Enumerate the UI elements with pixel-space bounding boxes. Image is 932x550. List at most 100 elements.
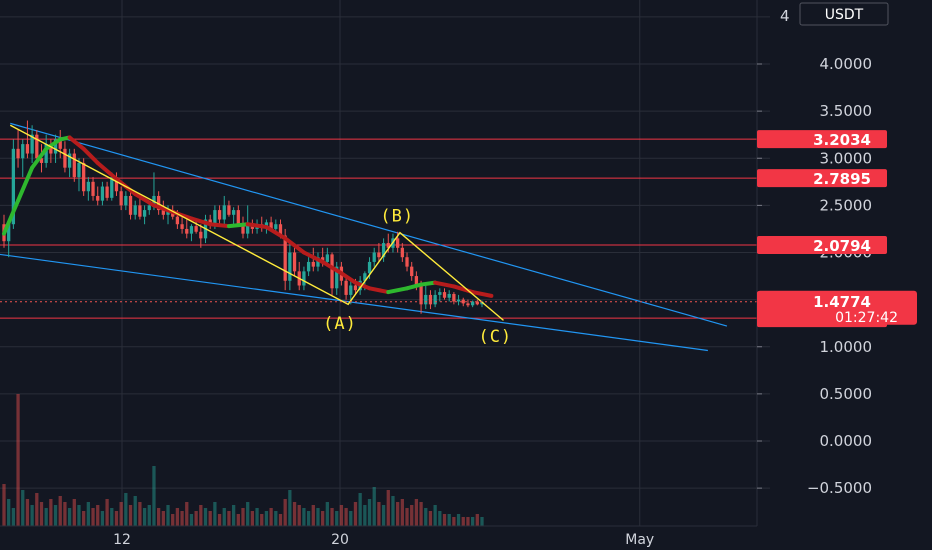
currency-badge-group[interactable]: USDT 4 — [780, 2, 889, 26]
volume-bar — [353, 502, 358, 526]
volume-bar — [44, 508, 48, 526]
ma-segment — [226, 222, 250, 229]
volume-bar — [264, 511, 269, 526]
volume-bar — [213, 502, 217, 526]
candle-body — [138, 205, 142, 217]
volume-bar — [133, 496, 137, 526]
wave-label: (B) — [380, 206, 414, 226]
ma-segment — [433, 280, 456, 289]
candle-body — [372, 252, 376, 262]
candlesticks — [2, 120, 484, 314]
candle-body — [72, 153, 76, 178]
volume-bar — [442, 514, 447, 526]
volume-bar — [363, 505, 367, 526]
ma-segment — [301, 250, 325, 264]
candle-body — [447, 293, 451, 298]
price-tag-label: 2.7895 — [813, 170, 871, 188]
volume-bar — [475, 514, 479, 526]
candle-body — [185, 228, 189, 234]
ma-segment — [81, 146, 100, 165]
ma-segment — [30, 146, 49, 170]
volume-bar — [217, 514, 222, 526]
volume-bar — [53, 505, 58, 526]
volume-bar — [410, 505, 414, 526]
candle-body — [367, 261, 372, 274]
volume-bar — [269, 508, 273, 526]
candle-body — [330, 254, 334, 289]
candle-body — [35, 134, 39, 159]
candle-body — [86, 181, 90, 192]
volume-bar — [72, 499, 76, 526]
candle-body — [414, 276, 419, 286]
elliott-wave-path[interactable] — [9, 124, 504, 321]
candle-body — [39, 158, 44, 163]
price-tick-label: −0.5000 — [807, 479, 872, 497]
currency-badge[interactable]: USDT — [825, 7, 864, 23]
volume-bar — [297, 505, 301, 526]
ma-segment — [16, 165, 35, 203]
candle-body — [25, 144, 30, 154]
ma-segment — [133, 192, 156, 208]
volume-bar — [428, 511, 433, 526]
volume-bar — [91, 508, 95, 526]
volume-bar — [452, 517, 456, 526]
volume-bar — [147, 505, 151, 526]
price-tags: 3.20342.78952.07941.49491.30321.477401:2… — [757, 130, 917, 328]
candle-body — [236, 210, 240, 225]
volume-bar — [292, 502, 297, 526]
candle-body — [208, 219, 212, 225]
volume-bar — [58, 496, 62, 526]
candle-body — [438, 292, 442, 295]
price-tag-bg — [757, 130, 887, 149]
volume-bar — [466, 517, 470, 526]
volume-bar — [114, 511, 119, 526]
volume-bar — [470, 517, 475, 526]
candle-body — [199, 231, 203, 239]
volume-bar — [30, 505, 34, 526]
candle-body — [100, 186, 105, 201]
candle-body — [21, 144, 25, 159]
candle-body — [157, 195, 161, 211]
candle-body — [147, 205, 151, 211]
ma-segment — [339, 271, 358, 285]
volume-bar — [110, 508, 114, 526]
volume-bar — [367, 499, 372, 526]
candle-body — [288, 252, 292, 281]
candle-body — [311, 261, 315, 267]
candle-body — [110, 177, 114, 198]
volume-bar — [391, 496, 395, 526]
candle-body — [396, 238, 400, 248]
volume-bar — [77, 505, 81, 526]
volume-bar — [63, 502, 67, 526]
volume-bar — [396, 502, 400, 526]
countdown-label: 01:27:42 — [835, 310, 898, 326]
time-tick-label: May — [625, 532, 654, 548]
ma-segment — [367, 286, 391, 295]
wave-polyline[interactable] — [9, 124, 504, 321]
candle-body — [274, 224, 278, 229]
candle-body — [114, 177, 119, 192]
volume-bar — [161, 511, 165, 526]
volume-bar — [128, 505, 133, 526]
ma-segment — [208, 222, 231, 229]
volume-bar — [461, 517, 465, 526]
volume-bar — [35, 493, 39, 526]
candle-body — [77, 162, 81, 178]
candle-body — [292, 252, 297, 272]
candle-body — [96, 195, 100, 201]
volume-bar — [400, 499, 404, 526]
volume-bar — [100, 511, 105, 526]
time-axis[interactable]: 12 20 May — [0, 525, 757, 548]
candle-body — [58, 139, 62, 149]
trend-line[interactable] — [10, 122, 728, 327]
volume-bar — [119, 502, 123, 526]
volume-bar — [105, 499, 109, 526]
volume-bar — [405, 508, 409, 526]
candle-body — [335, 266, 339, 289]
volume-bar — [124, 493, 128, 526]
volume-bar — [419, 502, 423, 526]
price-tag-bg — [757, 236, 887, 255]
wave-label: (A) — [323, 314, 357, 334]
candle-body — [63, 148, 67, 168]
